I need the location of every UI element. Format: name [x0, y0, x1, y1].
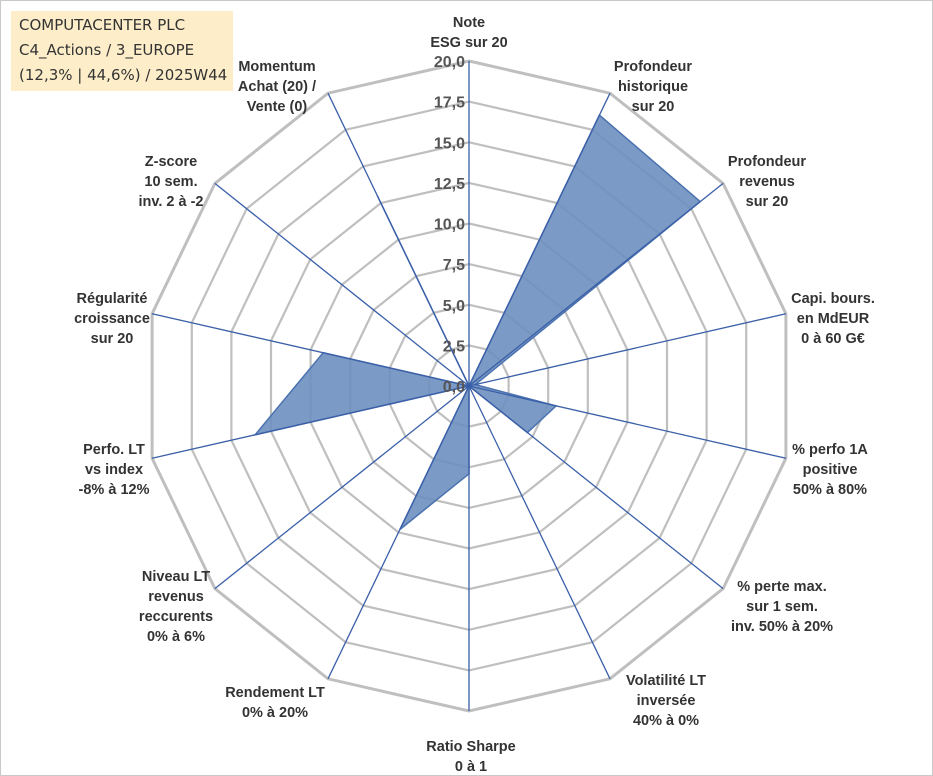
category-label-2: Profondeur revenus sur 20 [728, 154, 806, 210]
category-label-10-line-2: -8% à 12% [79, 482, 150, 498]
category-label-3-line-0: Capi. bours. [791, 291, 875, 307]
category-label-3-line-2: 0 à 60 G€ [801, 331, 865, 347]
portfolio-name: C4_Actions / 3_EUROPE [19, 41, 195, 59]
category-label-5-line-0: % perte max. [737, 579, 826, 595]
category-label-3: Capi. bours. en MdEUR 0 à 60 G€ [791, 291, 875, 347]
category-label-2-line-1: revenus [739, 174, 795, 190]
category-label-8: Rendement LT 0% à 20% [225, 685, 325, 721]
category-label-4-line-1: positive [803, 462, 858, 478]
axis-spoke-8 [327, 385, 470, 680]
category-label-7: Ratio Sharpe 0 à 1 [426, 739, 515, 775]
category-label-9-line-3: 0% à 6% [147, 629, 205, 645]
category-label-2-line-2: sur 20 [746, 194, 789, 210]
category-label-3-line-1: en MdEUR [797, 311, 870, 327]
category-label-2-line-0: Profondeur [728, 154, 806, 170]
axis-spoke-3 [468, 313, 787, 387]
tick-label-7: 17,5 [434, 95, 465, 112]
axis-spoke-5 [468, 385, 724, 590]
category-label-11-line-0: Régularité [77, 291, 148, 307]
category-label-1: Profondeur historique sur 20 [614, 59, 692, 115]
category-labels: Note ESG sur 20 Profondeur historique sur 20… [74, 15, 875, 775]
axis-spoke-2 [468, 182, 724, 387]
category-label-1-line-1: historique [618, 79, 688, 95]
tick-label-8: 20,0 [434, 54, 465, 71]
category-label-9-line-0: Niveau LT [142, 569, 210, 585]
category-label-8-line-1: 0% à 20% [242, 705, 308, 721]
axis-spoke-9 [214, 385, 470, 590]
tick-label-1: 2,5 [443, 338, 465, 355]
tick-label-0: 0,0 [443, 379, 465, 396]
category-label-13-line-0: Momentum [238, 59, 315, 75]
category-label-6-line-2: 40% à 0% [633, 713, 699, 729]
series-area-0 [253, 113, 702, 531]
category-label-9-line-2: reccurents [139, 609, 213, 625]
company-name: COMPUTACENTER PLC [19, 16, 186, 34]
category-label-5-line-2: inv. 50% à 20% [731, 619, 833, 635]
category-label-10-line-1: vs index [85, 462, 143, 478]
axis-spoke-4 [468, 385, 787, 459]
category-label-0-line-1: ESG sur 20 [430, 35, 507, 51]
category-label-12-line-0: Z-score [145, 154, 197, 170]
category-label-0: Note ESG sur 20 [430, 15, 507, 51]
tick-label-3: 7,5 [443, 257, 465, 274]
axis-spoke-13 [327, 92, 470, 387]
category-label-9: Niveau LT revenus reccurents 0% à 6% [139, 569, 213, 645]
category-label-4: % perfo 1A positive 50% à 80% [792, 442, 868, 498]
category-label-1-line-0: Profondeur [614, 59, 692, 75]
axis-spoke-10 [151, 385, 470, 459]
axis-spoke-11 [151, 313, 470, 387]
category-label-7-line-0: Ratio Sharpe [426, 739, 515, 755]
radial-tick-labels: 0,0 2,5 5,0 7,5 10,0 12,5 15,0 17,5 20,0 [434, 54, 465, 396]
tick-label-5: 12,5 [434, 176, 465, 193]
category-label-13-line-1: Achat (20) / [238, 79, 316, 95]
category-label-5: % perte max. sur 1 sem. inv. 50% à 20% [731, 579, 833, 635]
category-label-1-line-2: sur 20 [632, 99, 675, 115]
category-label-4-line-2: 50% à 80% [793, 482, 867, 498]
category-label-4-line-0: % perfo 1A [792, 442, 868, 458]
category-label-12-line-1: 10 sem. [144, 174, 197, 190]
tick-label-4: 10,0 [434, 217, 465, 234]
category-label-0-line-0: Note [453, 15, 485, 31]
category-label-11-line-1: croissance [74, 311, 150, 327]
category-label-5-line-1: sur 1 sem. [746, 599, 818, 615]
axis-spoke-6 [468, 385, 611, 680]
category-label-7-line-1: 0 à 1 [455, 759, 487, 775]
tick-label-2: 5,0 [443, 298, 465, 315]
category-label-11: Régularité croissance sur 20 [74, 291, 150, 347]
title-box: COMPUTACENTER PLC C4_Actions / 3_EUROPE … [11, 11, 233, 91]
category-label-6-line-1: inversée [637, 693, 696, 709]
series-layer [253, 113, 702, 531]
axis-spoke-12 [214, 182, 470, 387]
period-label: (12,3% | 44,6%) / 2025W44 [19, 66, 228, 84]
category-label-10: Perfo. LT vs index -8% à 12% [79, 442, 150, 498]
axis-spokes [151, 61, 787, 711]
category-label-6: Volatilité LT inversée 40% à 0% [626, 673, 706, 729]
category-label-6-line-0: Volatilité LT [626, 673, 706, 689]
category-label-8-line-0: Rendement LT [225, 685, 325, 701]
category-label-10-line-0: Perfo. LT [83, 442, 145, 458]
tick-label-6: 15,0 [434, 135, 465, 152]
category-label-11-line-2: sur 20 [91, 331, 134, 347]
category-label-13-line-2: Vente (0) [247, 99, 308, 115]
axis-spoke-1 [468, 92, 611, 387]
category-label-9-line-1: revenus [148, 589, 204, 605]
category-label-12: Z-score 10 sem. inv. 2 à -2 [138, 154, 203, 210]
category-label-13: Momentum Achat (20) / Vente (0) [238, 59, 316, 115]
category-label-12-line-2: inv. 2 à -2 [138, 194, 203, 210]
